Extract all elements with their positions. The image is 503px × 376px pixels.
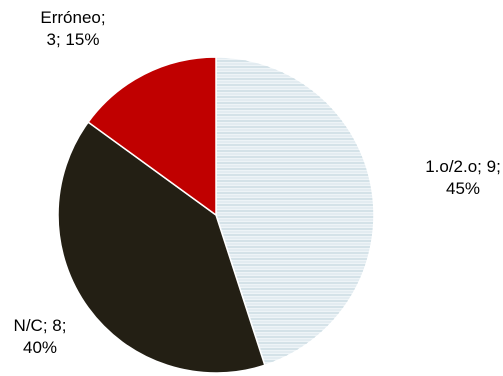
pie-slice-1-o-2-o [215,56,375,367]
pie-slices [57,56,375,374]
data-label-err-neo: Erróneo; 3; 15% [40,8,105,49]
data-label-1-o-2-o: 1.o/2.o; 9; 45% [425,157,501,198]
pie-slice-err-neo [87,56,217,217]
pie-data-labels: 1.o/2.o; 9; 45% N/C; 8; 40% Erróneo; 3; 15% [14,8,501,357]
data-label-n-c: N/C; 8; 40% [14,316,67,357]
pie-slice-n-c [57,121,266,374]
